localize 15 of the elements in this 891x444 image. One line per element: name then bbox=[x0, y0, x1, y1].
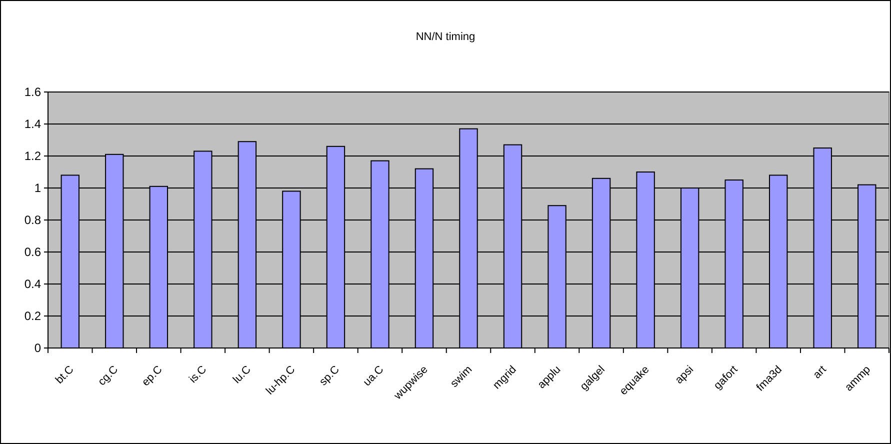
x-tick-label: bt.C bbox=[53, 364, 76, 386]
y-tick-label: 1.2 bbox=[24, 149, 42, 164]
y-tick-label: 0.4 bbox=[24, 277, 42, 292]
y-tick-label: 0.2 bbox=[24, 309, 42, 324]
x-tick-label: apsi bbox=[673, 364, 696, 386]
chart-title: NN/N timing bbox=[416, 31, 476, 43]
x-tick-label: art bbox=[811, 364, 829, 382]
y-tick-label: 0.8 bbox=[24, 213, 42, 228]
y-tick-label: 0.6 bbox=[24, 245, 42, 260]
y-tick-label: 0 bbox=[34, 341, 42, 356]
x-tick-label: lu.C bbox=[230, 364, 254, 386]
y-tick-label: 1.6 bbox=[24, 85, 42, 100]
x-tick-label: is.C bbox=[187, 364, 210, 386]
y-tick-label: 1.4 bbox=[24, 117, 42, 132]
y-tick-label: 1 bbox=[34, 181, 42, 196]
